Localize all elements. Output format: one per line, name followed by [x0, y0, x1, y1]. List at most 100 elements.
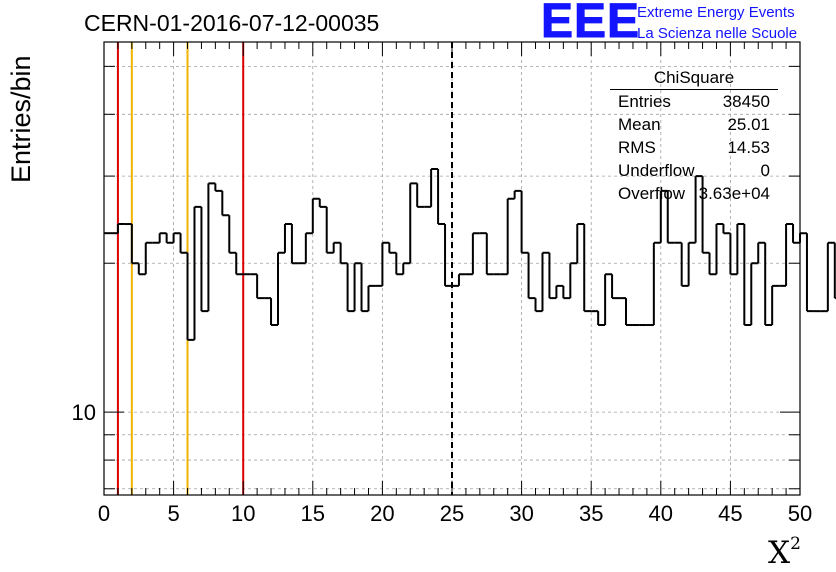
- histogram-bin: [416, 183, 425, 208]
- stats-label: Underflow: [618, 161, 695, 180]
- histogram-bin: [130, 224, 139, 265]
- histogram-bin: [277, 251, 285, 326]
- stats-value: 14.53: [727, 138, 770, 157]
- histogram-bin: [555, 284, 564, 299]
- histogram-bin: [826, 241, 835, 312]
- histogram-bin: [792, 224, 800, 244]
- stats-row-mean: Mean 25.01: [610, 113, 778, 136]
- stats-label: Mean: [618, 115, 661, 134]
- histogram-bin: [360, 263, 369, 313]
- histogram-bin: [158, 232, 167, 243]
- histogram-bin: [144, 241, 153, 275]
- histogram-bin: [687, 241, 696, 286]
- histogram-bin: [304, 232, 313, 264]
- histogram-bin: [659, 189, 668, 243]
- histogram-bin: [346, 263, 355, 313]
- stats-value: 3.63e+04: [698, 184, 770, 203]
- x-tick-label: 25: [440, 501, 464, 526]
- histogram-bin: [722, 224, 731, 235]
- x-tick-label: 15: [301, 501, 325, 526]
- histogram-bin: [527, 252, 536, 300]
- stats-row-entries: Entries 38450: [610, 90, 778, 113]
- histogram-bin: [729, 233, 738, 276]
- histogram-bin: [367, 284, 376, 312]
- histogram-bin: [437, 169, 446, 226]
- histogram-bin: [339, 242, 348, 265]
- histogram-bin: [541, 251, 550, 312]
- histogram-bin: [715, 223, 724, 275]
- histogram-bin: [179, 233, 188, 254]
- stats-label: Entries: [618, 92, 671, 111]
- histogram-bin: [694, 175, 703, 243]
- run-title: CERN-01-2016-07-12-00035: [84, 10, 380, 36]
- stats-row-rms: RMS 14.53: [610, 136, 778, 159]
- histogram-bin: [611, 274, 620, 300]
- histogram-bin: [318, 198, 327, 208]
- histogram-bin: [680, 242, 689, 287]
- histogram-bin: [701, 176, 710, 254]
- histogram-bin: [757, 241, 766, 264]
- marker-lines: [116, 42, 453, 495]
- histogram-bin: [235, 252, 244, 276]
- histogram-bin: [708, 252, 717, 276]
- stats-row-overflow: Overflow 3.63e+04: [610, 182, 778, 205]
- axis-ticks: [103, 42, 801, 495]
- histogram-bin: [666, 190, 675, 244]
- x-tick-label: 0: [98, 501, 110, 526]
- histogram-bin: [548, 252, 557, 300]
- histogram-bin: [485, 233, 494, 276]
- x-axis-title-base: X: [768, 535, 791, 571]
- histogram-bin: [604, 273, 613, 326]
- x-tick-label: 5: [167, 501, 179, 526]
- histogram-bin: [799, 232, 807, 243]
- histogram-bin: [193, 205, 202, 340]
- x-tick-label: 10: [231, 501, 255, 526]
- stats-row-underflow: Underflow 0: [610, 159, 778, 182]
- histogram-bin: [172, 232, 181, 243]
- histogram-bin: [534, 298, 543, 313]
- histogram-bin: [256, 274, 265, 300]
- histogram-bin: [457, 273, 466, 286]
- histogram-bin: [569, 262, 578, 299]
- histogram-bin: [270, 298, 278, 327]
- histogram-bin: [750, 262, 759, 326]
- histogram-bin: [409, 182, 418, 264]
- histogram-bin: [785, 223, 794, 286]
- histogram-bin: [332, 241, 341, 253]
- histogram-bin: [597, 311, 606, 327]
- x-axis-title: X2: [768, 534, 801, 571]
- y-axis-title: Entries/bin: [6, 55, 36, 183]
- histogram-bin: [652, 241, 661, 326]
- histogram-bin: [402, 262, 411, 275]
- x-tick-label: 40: [649, 501, 673, 526]
- histogram-bin: [395, 252, 404, 276]
- histogram-bin: [214, 183, 223, 192]
- stats-divider: [610, 89, 778, 90]
- stats-value: 0: [760, 161, 770, 180]
- histogram-bin: [562, 285, 571, 300]
- histogram-bin: [506, 197, 515, 275]
- histogram-bin: [137, 263, 146, 276]
- histogram-bin: [381, 241, 390, 286]
- brand-line-2: La Scienza nelle Scuole: [637, 25, 798, 42]
- histogram-bin: [290, 224, 299, 265]
- histogram-bin: [165, 233, 174, 244]
- x-axis-title-superscript: 2: [790, 534, 801, 554]
- histogram-bin: [228, 215, 237, 254]
- histogram-bin: [471, 232, 480, 275]
- histogram-bin: [353, 262, 362, 312]
- y-tick-label: 10: [72, 400, 96, 425]
- histogram-bin: [444, 224, 452, 287]
- histogram-bin: [771, 284, 780, 326]
- stats-box: ChiSquare Entries 38450 Mean 25.01 RMS 1…: [610, 68, 778, 205]
- histogram-bin: [325, 206, 334, 254]
- histogram-bin: [207, 182, 216, 312]
- histogram-bin: [221, 190, 230, 217]
- tick-labels: 0 5 10 15 20 25 30 35 40 45 50 10: [72, 400, 813, 526]
- stats-value: 38450: [722, 92, 770, 111]
- x-tick-label: 20: [370, 501, 394, 526]
- histogram-bin: [583, 224, 592, 313]
- histogram-bin: [430, 168, 439, 207]
- histogram-bin: [513, 189, 522, 199]
